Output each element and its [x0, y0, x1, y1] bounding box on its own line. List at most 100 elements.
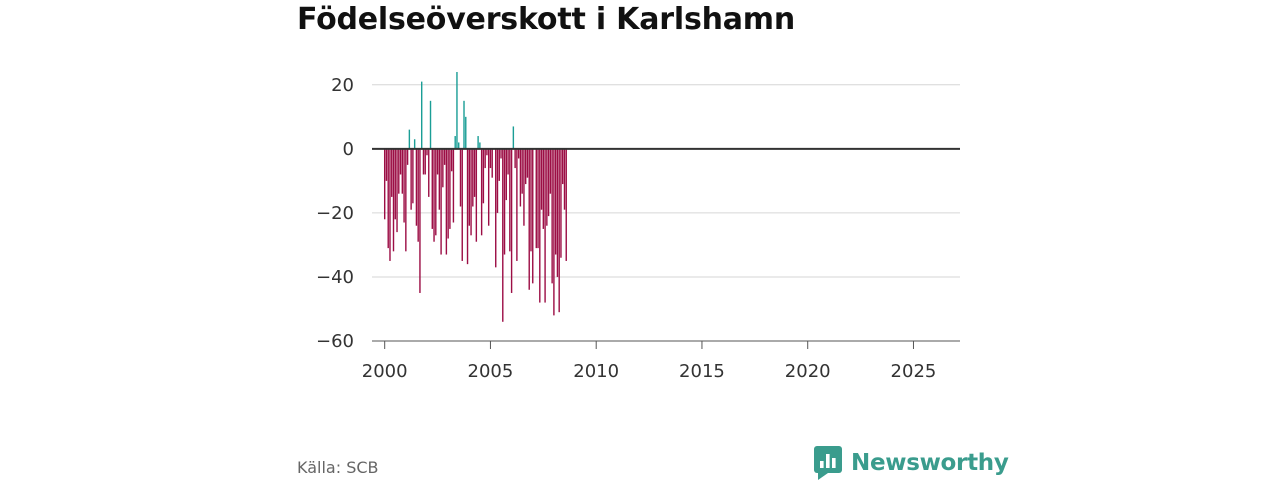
bar [563, 148, 566, 210]
bar [413, 139, 416, 149]
bar [383, 148, 386, 220]
bar [456, 72, 458, 149]
bar [519, 148, 522, 207]
bar [516, 148, 518, 261]
y-tick-label: −40 [316, 267, 354, 288]
x-tick-label: 2000 [362, 361, 408, 382]
bar [514, 148, 516, 169]
bar [450, 148, 453, 172]
bar [475, 148, 478, 242]
y-axis-labels: 20 0 −20 −40 −60 [316, 75, 354, 352]
bar [385, 148, 388, 181]
x-tick-label: 2015 [679, 361, 725, 382]
bar [399, 148, 402, 175]
bar [544, 148, 546, 303]
bar [424, 148, 426, 175]
bar [565, 148, 567, 261]
bar [391, 148, 393, 197]
brand-name: Newsworthy [851, 450, 1009, 476]
bar [517, 148, 520, 159]
bar [500, 148, 502, 159]
bar [458, 142, 460, 149]
bar [503, 148, 506, 255]
bar [412, 148, 414, 204]
bar [443, 148, 446, 165]
bar [509, 148, 511, 252]
bar [484, 148, 486, 169]
bar [540, 148, 543, 210]
bar [553, 148, 555, 316]
bar [554, 148, 557, 255]
bar [495, 148, 497, 268]
bar [428, 148, 430, 197]
bar [406, 148, 409, 165]
bar [507, 148, 509, 175]
y-tick-label: 20 [331, 75, 354, 96]
bar [479, 142, 481, 149]
bar [521, 148, 523, 194]
source-label: Källa: SCB [297, 458, 379, 477]
bar [487, 148, 490, 226]
bar [470, 148, 472, 236]
bar [482, 148, 485, 204]
bar [465, 116, 467, 149]
bar [447, 148, 449, 239]
bar [401, 148, 404, 194]
bar [396, 148, 398, 233]
bar [496, 148, 499, 213]
bar [445, 148, 448, 255]
bar [489, 148, 492, 169]
bar [526, 148, 529, 178]
bar [387, 148, 389, 249]
bar [558, 148, 560, 313]
bars [383, 72, 567, 322]
brand-logo: Newsworthy [814, 446, 1009, 480]
gridlines [372, 84, 960, 342]
bar [542, 148, 545, 229]
bar [539, 148, 541, 303]
bar [532, 148, 534, 284]
bar [556, 148, 559, 277]
bar [480, 148, 483, 236]
bar [431, 148, 433, 229]
bar [530, 148, 532, 252]
bar [454, 136, 456, 149]
bar [505, 148, 508, 201]
bar [440, 148, 442, 255]
bar [435, 148, 437, 236]
bar [510, 148, 513, 293]
y-tick-label: 0 [343, 139, 354, 160]
x-tick-label: 2005 [468, 361, 514, 382]
x-axis [372, 340, 960, 349]
bar [438, 148, 441, 210]
bar [417, 148, 419, 242]
bar [524, 148, 527, 185]
bar [537, 148, 539, 249]
bar [398, 148, 400, 194]
bar [463, 100, 465, 149]
y-tick-label: −20 [316, 203, 354, 224]
bar [408, 129, 411, 149]
bar [551, 148, 553, 284]
bar [405, 148, 407, 252]
bar [394, 148, 396, 220]
bar [452, 148, 455, 223]
bar [426, 148, 428, 156]
bar [410, 148, 412, 210]
x-tick-label: 2010 [573, 361, 619, 382]
x-tick-label: 2025 [891, 361, 937, 382]
bar [562, 148, 564, 185]
y-tick-label: −60 [316, 331, 354, 352]
bar [491, 148, 493, 178]
bar [477, 136, 479, 149]
bar [436, 148, 439, 175]
bar [473, 148, 476, 197]
bar [459, 148, 462, 207]
bar [421, 81, 423, 149]
chart-title: Födelseöverskott i Karlshamn [297, 2, 796, 37]
bar [415, 148, 418, 226]
bar [472, 148, 474, 207]
x-axis-labels: 2000 2005 2010 2015 2020 2025 [362, 361, 937, 382]
bar [419, 148, 421, 293]
